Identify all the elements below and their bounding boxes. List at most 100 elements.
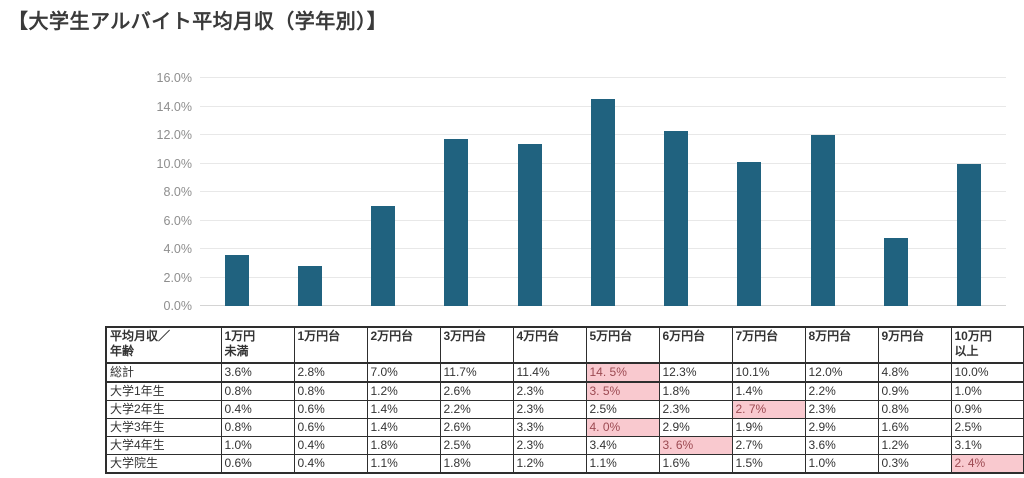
table-cell: 1.8% — [658, 381, 733, 401]
gridline — [200, 77, 1006, 78]
table-cell: 1.0% — [220, 436, 295, 455]
bar-slot — [493, 78, 566, 306]
table-cell: 0.4% — [293, 454, 368, 474]
income-by-grade-table: 平均月収／ 年齢 1万円 未満 1万円台 2万円台 3万円台 4万円台 5万円台 6万円台 7万円台… — [105, 326, 1024, 474]
bar-slot — [786, 78, 859, 306]
y-tick-label: 4.0% — [163, 242, 193, 256]
table-header-cell: 9万円台 — [877, 326, 952, 364]
bar-slot — [713, 78, 786, 306]
table-row: 総計 3.6% 2.8% 7.0% 11.7% 11.4% 14. 5% 12.3% 10.1%… — [105, 362, 1024, 383]
y-tick-label: 0.0% — [163, 299, 193, 313]
row-label: 総計 — [105, 362, 222, 383]
table-cell: 2.7% — [731, 436, 806, 455]
table-cell: 1.2% — [877, 436, 952, 455]
bar-2万円台 — [371, 206, 396, 306]
table-cell: 4.8% — [877, 362, 952, 383]
table-cell: 1.4% — [366, 418, 441, 437]
table-cell: 12.0% — [804, 362, 879, 383]
y-axis: 0.0% 2.0% 4.0% 6.0% 8.0% 10.0% 12.0% 14.0% 16.0% — [95, 71, 193, 313]
table-cell: 2.8% — [293, 362, 368, 383]
bar-slot — [640, 78, 713, 306]
table-row: 大学4年生 1.0% 0.4% 1.8% 2.5% 2.3% 3.4% 3. 6% 2.7% 3.… — [105, 436, 1024, 455]
table-header-cell: 10万円 以上 — [950, 326, 1024, 364]
table-cell-highlighted: 3. 5% — [585, 381, 660, 401]
y-tick-label: 2.0% — [163, 270, 193, 285]
bar-slot — [933, 78, 1006, 306]
bar-slot — [273, 78, 346, 306]
table-cell: 2.5% — [950, 418, 1024, 437]
table-cell: 2.9% — [658, 418, 733, 437]
table-header-cell: 平均月収／ 年齢 — [105, 326, 222, 364]
table-cell: 0.3% — [877, 454, 952, 474]
table-cell-highlighted: 2. 7% — [731, 400, 806, 419]
table-cell: 0.6% — [293, 400, 368, 419]
bar-slot — [859, 78, 932, 306]
page-title: 【大学生アルバイト平均月収（学年別）】 — [8, 11, 388, 33]
bar-1万円未満 — [224, 254, 249, 306]
table-cell-highlighted: 2. 4% — [950, 454, 1024, 474]
table-cell: 1.6% — [877, 418, 952, 437]
table-header-cell: 7万円台 — [731, 326, 806, 364]
table-cell: 3.1% — [950, 436, 1024, 455]
table-cell: 0.8% — [877, 400, 952, 419]
table-cell: 2.3% — [512, 381, 587, 401]
table-cell: 2.3% — [512, 436, 587, 455]
table-cell: 7.0% — [366, 362, 441, 383]
bar-7万円台 — [737, 162, 762, 306]
bar-3万円台 — [444, 139, 469, 306]
table-cell: 0.8% — [220, 418, 295, 437]
table-cell: 1.4% — [731, 381, 806, 401]
table-header-cell: 4万円台 — [512, 326, 587, 364]
y-tick-label: 14.0% — [156, 99, 192, 114]
bar-6万円台 — [664, 130, 689, 306]
table-cell-highlighted: 3. 6% — [658, 436, 733, 455]
table-header-cell: 1万円 未満 — [220, 326, 295, 364]
table-cell: 1.9% — [731, 418, 806, 437]
table-header-cell: 1万円台 — [293, 326, 368, 364]
table-header-cell: 8万円台 — [804, 326, 879, 364]
y-tick-label: 16.0% — [156, 71, 192, 85]
row-label: 大学2年生 — [105, 400, 222, 419]
table-body: 総計 3.6% 2.8% 7.0% 11.7% 11.4% 14. 5% 12.3% 10.1%… — [105, 362, 1024, 474]
table-cell: 1.2% — [512, 454, 587, 474]
table-cell: 2.6% — [439, 418, 514, 437]
row-label: 大学4年生 — [105, 436, 222, 455]
table-cell-highlighted: 14. 5% — [585, 362, 660, 383]
table-cell: 1.1% — [585, 454, 660, 474]
row-label: 大学3年生 — [105, 418, 222, 437]
bar-slot — [347, 78, 420, 306]
bar-8万円台 — [810, 135, 835, 306]
table-cell: 2.3% — [512, 400, 587, 419]
table-cell: 2.2% — [804, 381, 879, 401]
table-cell: 1.1% — [366, 454, 441, 474]
table-cell: 1.0% — [950, 381, 1024, 401]
table-cell-highlighted: 4. 0% — [585, 418, 660, 437]
table-row: 大学院生 0.6% 0.4% 1.1% 1.8% 1.2% 1.1% 1.6% 1.5% 1.0%… — [105, 454, 1024, 474]
table-cell: 0.9% — [950, 400, 1024, 419]
table-cell: 1.8% — [439, 454, 514, 474]
table-row: 大学3年生 0.8% 0.6% 1.4% 2.6% 3.3% 4. 0% 2.9% 1.9% 2.… — [105, 418, 1024, 437]
table-cell: 2.5% — [439, 436, 514, 455]
table-cell: 2.3% — [804, 400, 879, 419]
table-cell: 0.8% — [293, 381, 368, 401]
table-header-cell: 6万円台 — [658, 326, 733, 364]
y-tick-label: 10.0% — [156, 156, 192, 171]
y-tick-label: 6.0% — [163, 213, 193, 228]
bar-9万円台 — [884, 237, 909, 306]
table-cell: 10.0% — [950, 362, 1024, 383]
table-cell: 2.6% — [439, 381, 514, 401]
bar-slot — [566, 78, 639, 306]
table-cell: 0.6% — [293, 418, 368, 437]
table-row: 大学2年生 0.4% 0.6% 1.4% 2.2% 2.3% 2.5% 2.3% 2. 7% 2.… — [105, 400, 1024, 419]
bar-10万円以上 — [957, 163, 982, 306]
table-cell: 11.4% — [512, 362, 587, 383]
table-cell: 1.2% — [366, 381, 441, 401]
table-cell: 1.5% — [731, 454, 806, 474]
bar-1万円台 — [297, 266, 322, 306]
bar-4万円台 — [517, 143, 542, 306]
table-cell: 0.4% — [220, 400, 295, 419]
y-tick-label: 12.0% — [156, 128, 192, 142]
table-header-row: 平均月収／ 年齢 1万円 未満 1万円台 2万円台 3万円台 4万円台 5万円台 6万円台 7万円台… — [105, 326, 1024, 364]
table-cell: 0.8% — [220, 381, 295, 401]
row-label: 大学院生 — [105, 454, 222, 474]
